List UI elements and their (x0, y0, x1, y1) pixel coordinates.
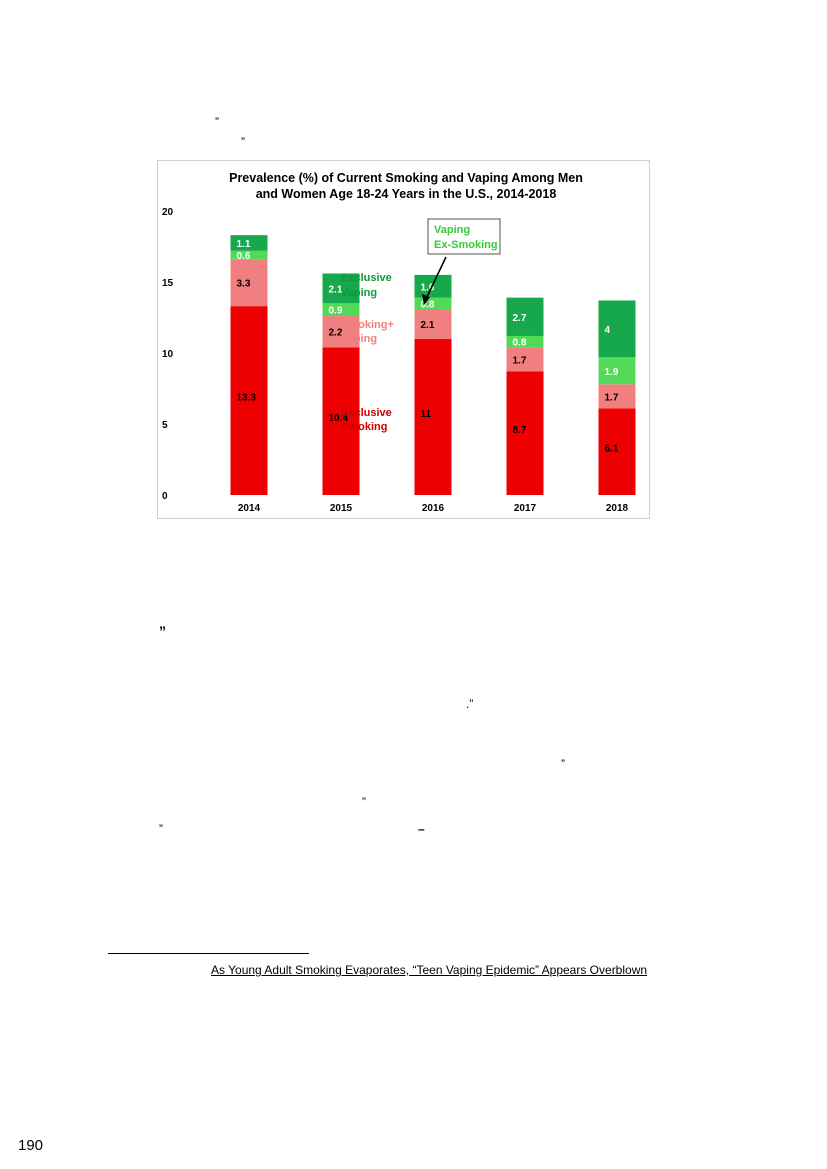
bar-value-label: 1.6 (421, 282, 435, 293)
bar-segment (322, 273, 360, 304)
series-label-smoking-vaping-2: Vaping (341, 333, 377, 345)
chart-title-line-2: and Women Age 18-24 Years in the U.S., 2… (256, 187, 557, 201)
bar-value-label: 3.3 (237, 279, 251, 290)
series-label-exclusive-smoking-2: Smoking (341, 421, 387, 433)
quote-mark: ” (561, 757, 565, 771)
bar-value-label: 11 (421, 409, 432, 420)
callout-arrow (425, 256, 447, 300)
dash-mark: – (418, 822, 425, 836)
bar-value-label: 1.1 (237, 239, 251, 250)
bars-group: 13.3 3.3 0.61.1 10.4 2.2 0.9 2.1 11 2.1 0.8 1.6 8.7… (230, 235, 636, 495)
series-label-exclusive-vaping-1: Exclusive (341, 272, 392, 284)
footnote-link[interactable]: As Young Adult Smoking Evaporates, “Teen… (211, 963, 648, 977)
bar-value-label: 2.1 (329, 284, 343, 295)
series-label-smoking-vaping-1: Smoking+ (341, 319, 394, 331)
bar-value-label: 6.1 (605, 444, 619, 455)
bar-segment (322, 347, 360, 495)
quote-mark: ” (215, 115, 219, 129)
x-tick-label: 2014 (238, 503, 261, 514)
bar-segment (414, 297, 452, 309)
bar-segment (230, 306, 268, 495)
bar-segment (414, 274, 452, 298)
bar-segment (322, 303, 360, 317)
bar-value-label: 1.7 (513, 355, 527, 366)
y-tick-label: 0 (162, 491, 168, 502)
bar-segment (598, 357, 636, 385)
bar-value-label: 10.4 (329, 413, 349, 424)
y-tick-label: 5 (162, 420, 168, 431)
y-axis: 0 5 10 15 20 (162, 207, 174, 502)
bar-value-label: 0.9 (329, 306, 343, 317)
y-tick-label: 15 (162, 278, 174, 289)
series-label-vaping-ex-smoking-1: Vaping (434, 224, 470, 236)
x-tick-label: 2017 (514, 503, 537, 514)
x-tick-label: 2018 (606, 503, 629, 514)
quote-mark: ” (241, 135, 245, 149)
chart-frame: Prevalence (%) of Current Smoking and Va… (157, 160, 650, 519)
x-axis: 2014 2015 2016 2017 2018 (238, 503, 629, 514)
bar-segment (230, 235, 268, 251)
y-tick-label: 10 (162, 349, 174, 360)
bar-segment (598, 408, 636, 495)
bar-segment (230, 250, 268, 260)
callout-arrowhead (422, 294, 430, 305)
bar-segment (598, 384, 636, 409)
bar-value-label: 4 (605, 325, 611, 336)
callout-box (427, 218, 501, 255)
page-number: 190 (18, 1137, 44, 1154)
series-label-exclusive-vaping-2: Vaping (341, 287, 377, 299)
bar-value-label: 13.3 (237, 393, 257, 404)
chart-title-line-1: Prevalence (%) of Current Smoking and Va… (229, 171, 583, 185)
bar-value-label: 0.6 (237, 251, 251, 262)
series-label-vaping-ex-smoking-2: Ex-Smoking (434, 239, 498, 251)
bar-segment (414, 308, 452, 339)
quote-mark: ” (362, 795, 366, 809)
bar-segment (506, 347, 544, 372)
quote-mark: ” (159, 623, 166, 639)
bar-segment (506, 371, 544, 495)
y-tick-label: 20 (162, 207, 174, 218)
quote-mark: .” (466, 697, 474, 711)
bar-segment (322, 316, 360, 348)
bar-segment (230, 259, 268, 307)
bar-value-label: 1.9 (605, 367, 619, 378)
series-label-exclusive-smoking-1: Exclusive (341, 407, 392, 419)
bar-value-label: 2.7 (513, 313, 527, 324)
bar-value-label: 8.7 (513, 425, 527, 436)
bar-value-label: 0.8 (513, 338, 527, 349)
bar-value-label: 2.2 (329, 328, 343, 339)
bar-value-label: 2.1 (421, 320, 435, 331)
bar-segment (414, 338, 452, 495)
bar-value-label: 0.8 (421, 299, 435, 310)
quote-mark: ” (159, 822, 163, 836)
bar-segment (598, 300, 636, 358)
bar-segment (506, 297, 544, 336)
bar-value-label: 1.7 (605, 392, 619, 403)
x-tick-label: 2015 (330, 503, 353, 514)
stacked-bar-chart: Prevalence (%) of Current Smoking and Va… (162, 171, 636, 514)
footnote-divider (108, 953, 309, 954)
bar-segment (506, 335, 544, 348)
x-tick-label: 2016 (422, 503, 445, 514)
